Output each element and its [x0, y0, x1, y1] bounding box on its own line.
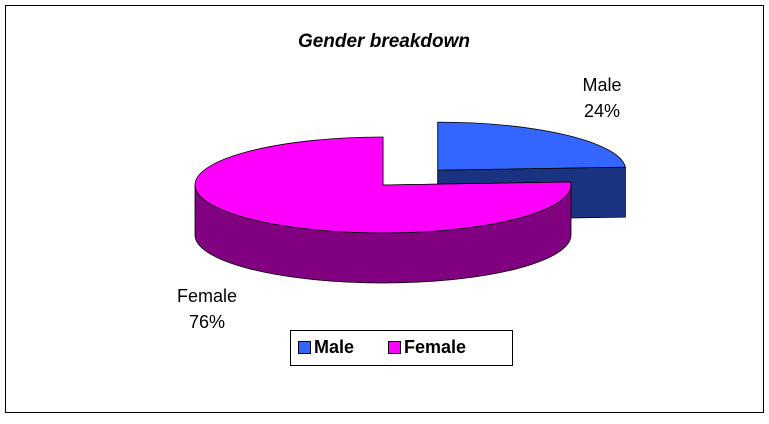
legend-label: Male	[314, 337, 354, 357]
legend-swatch	[388, 341, 401, 354]
legend-label: Female	[404, 337, 466, 357]
data-label-value: 24%	[584, 101, 620, 121]
legend-swatch	[298, 341, 311, 354]
data-label-name: Male	[582, 75, 621, 95]
data-label-value: 76%	[189, 312, 225, 332]
slice	[437, 121, 626, 171]
legend	[290, 330, 513, 366]
data-label-name: Female	[177, 286, 237, 306]
chart-title: Gender breakdown	[298, 31, 470, 52]
slice	[194, 136, 572, 234]
